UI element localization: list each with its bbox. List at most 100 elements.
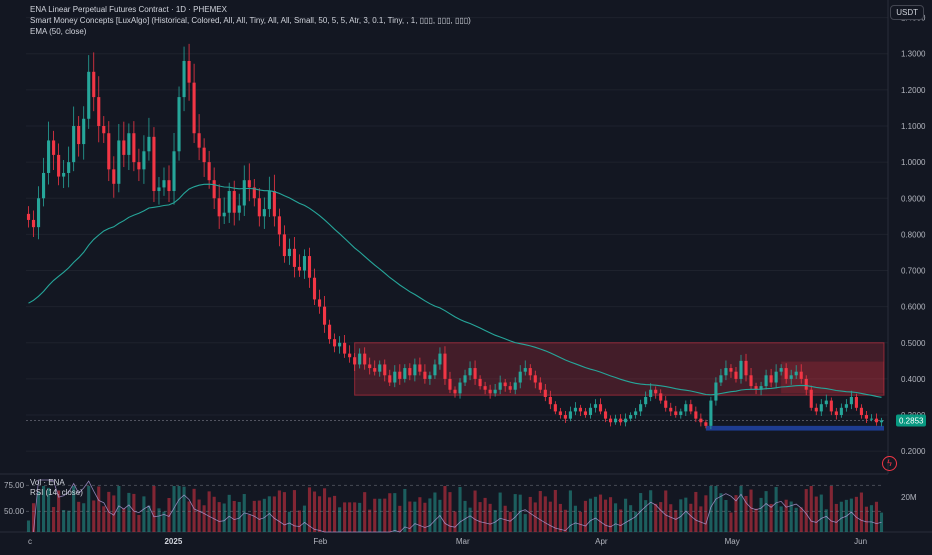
volume-bar [473,490,477,532]
ema-indicator-label[interactable]: EMA (50, close) [30,27,87,36]
volume-bar [368,509,372,532]
candle-body [749,375,753,387]
volume-bar [588,498,593,532]
candle-body [759,386,763,390]
candle-body [553,404,557,412]
volume-bar [433,492,437,532]
candle-body [764,375,768,387]
rsi-label[interactable]: RSI (14, close) [30,488,83,497]
candle-body [634,411,638,416]
candle-body [187,60,191,83]
volume-bar [654,503,658,532]
volume-bar [669,504,673,532]
volume-bar [478,502,482,532]
volume-bar [292,490,296,532]
candle-body [122,140,126,155]
last-price-label: 0.2853 [899,416,924,425]
price-axis[interactable]: 1.40001.30001.20001.10001.00000.90000.80… [887,0,926,474]
supply-zone-inner [781,361,884,394]
candle-body [227,191,231,213]
candle-body [262,209,266,217]
candle-body [418,364,422,372]
candle-body [212,180,216,199]
candle-body [87,71,91,119]
volume-bar [428,498,432,532]
volume-bar [127,492,131,532]
candle-body [413,364,417,376]
candle-body [232,191,236,213]
candle-body [829,400,833,412]
volume-bar [92,500,96,532]
volume-bar [488,503,492,532]
volume-bar [67,510,71,532]
volume-bar [779,506,783,532]
volume-bar [558,503,562,532]
volume-bar [152,486,156,532]
candle-body [177,97,181,152]
volume-bar [287,511,291,532]
candle-body [498,382,502,390]
x-tick-label: Jun [854,537,867,546]
candle-body [433,364,437,376]
volume-bar [774,486,778,532]
volume-label[interactable]: Vol · ENA [30,478,65,487]
candle-body [423,371,427,379]
candle-body [598,404,603,412]
unit-badge[interactable]: USDT [890,5,924,20]
candle-body [568,411,572,419]
volume-bar [608,497,613,532]
volume-bar [664,490,668,532]
candle-body [799,371,803,379]
ema-line [28,183,882,398]
candle-body [207,162,211,181]
y-tick-label: 1.3000 [901,50,926,59]
candle-body [704,422,708,426]
candle-body [669,407,673,412]
volume-bar [122,508,126,532]
candle-body [679,411,683,416]
candle-body [608,418,613,423]
volume-bar [272,496,276,532]
candle-body [503,382,507,387]
candle-body [272,191,276,217]
lightning-icon[interactable]: ϟ [882,456,897,471]
candle-body [719,375,723,383]
candle-body [463,375,467,383]
volume-bar [729,512,733,532]
volume-bar [794,507,798,532]
candle-body [267,191,271,210]
candle-body [603,411,608,419]
volume-bar [764,491,768,532]
candle-body [619,418,623,423]
candle-body [42,172,46,199]
volume-bar [418,497,422,532]
volume-bar [749,489,753,532]
volume-bar [644,500,648,532]
candle-body [282,234,286,257]
volume-bar [458,487,462,532]
volume-bar [448,492,452,532]
candle-body [468,368,472,376]
candle-body [869,418,874,420]
candle-body [629,415,633,419]
volume-bar [47,487,51,532]
volume-bar [769,503,773,532]
volume-bar [699,506,703,532]
symbol-title[interactable]: ENA Linear Perpetual Futures Contract · … [30,5,227,14]
volume-bar [267,496,271,532]
volume-bar [42,486,46,532]
smc-indicator-label[interactable]: Smart Money Concepts [LuxAlgo] (Historic… [30,16,471,25]
candle-body [684,404,688,412]
candle-body [709,400,713,426]
candle-body [874,418,879,423]
candle-body [533,375,537,383]
candle-body [593,404,598,408]
candle-body [52,140,56,155]
candle-body [62,172,66,177]
volume-bar [624,498,628,532]
candle-body [438,353,442,365]
volume-bar [247,514,251,532]
x-tick-label: May [725,537,740,546]
